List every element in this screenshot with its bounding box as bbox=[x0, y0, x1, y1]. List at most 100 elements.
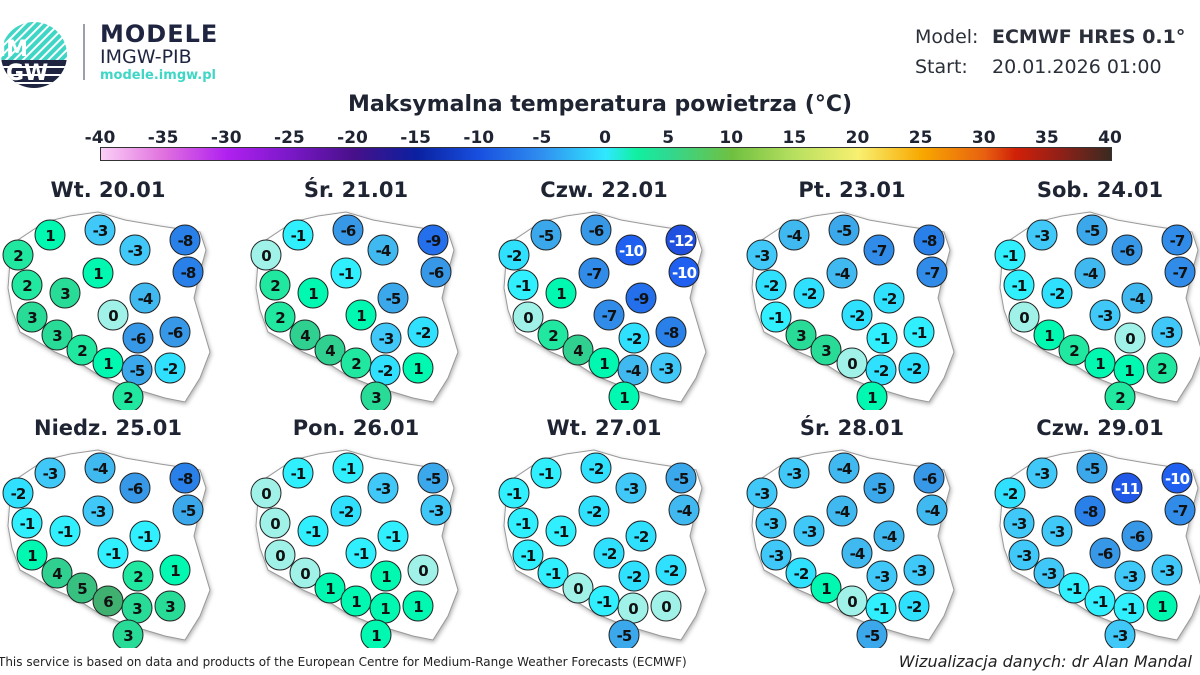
station-temperature: -5 bbox=[865, 627, 880, 645]
station-marker bbox=[562, 572, 594, 604]
station-marker bbox=[112, 381, 144, 410]
colorbar-tick-label: -30 bbox=[210, 128, 242, 148]
station-marker bbox=[122, 322, 154, 354]
station-temperature: -7 bbox=[587, 265, 602, 283]
day-title: Czw. 22.01 bbox=[540, 178, 668, 202]
colorbar-tick-label: 20 bbox=[845, 128, 870, 148]
day-title: Wt. 27.01 bbox=[546, 416, 662, 440]
colorbar-tick-label: 25 bbox=[908, 128, 933, 148]
station-marker bbox=[1084, 347, 1116, 379]
station-temperature: -12 bbox=[669, 232, 694, 250]
station-temperature: -2 bbox=[764, 277, 779, 295]
station-temperature: -3 bbox=[1160, 324, 1175, 342]
station-temperature: -3 bbox=[93, 222, 108, 240]
station-marker bbox=[1151, 554, 1183, 586]
station-temperature: 2 bbox=[13, 247, 23, 265]
station-marker bbox=[402, 352, 434, 384]
station-marker bbox=[873, 282, 905, 314]
station-temperature: -1 bbox=[341, 460, 356, 478]
station-temperature: -2 bbox=[589, 460, 604, 478]
station-marker bbox=[841, 299, 873, 331]
station-temperature: -4 bbox=[376, 242, 391, 260]
station-temperature: -2 bbox=[11, 485, 26, 503]
station-temperature: 1 bbox=[27, 547, 37, 565]
station-temperature: -3 bbox=[1160, 562, 1175, 580]
station-temperature: -4 bbox=[925, 502, 940, 520]
station-marker bbox=[537, 319, 569, 351]
station-marker bbox=[1104, 381, 1136, 410]
station-marker bbox=[297, 515, 329, 547]
station-temperature: 1 bbox=[170, 562, 180, 580]
station-marker bbox=[562, 334, 594, 366]
colorbar-tick-label: 40 bbox=[1098, 128, 1122, 148]
station-temperature: 1 bbox=[381, 568, 391, 586]
station-marker bbox=[778, 457, 810, 489]
station-temperature: -2 bbox=[907, 598, 922, 616]
station-temperature: -1 bbox=[20, 515, 35, 533]
station-temperature: -3 bbox=[1035, 227, 1050, 245]
station-marker bbox=[41, 557, 73, 589]
station-temperature: 0 bbox=[847, 355, 857, 373]
station-marker bbox=[340, 347, 372, 379]
station-temperature: -6 bbox=[1130, 528, 1145, 546]
station-temperature: -7 bbox=[1173, 264, 1188, 282]
station-temperature: -3 bbox=[1050, 523, 1065, 541]
station-temperature: -4 bbox=[787, 227, 802, 245]
station-marker bbox=[250, 477, 282, 509]
station-marker bbox=[370, 322, 402, 354]
station-marker bbox=[1008, 301, 1040, 333]
station-temperature: -11 bbox=[1115, 480, 1140, 498]
station-marker bbox=[159, 316, 191, 348]
station-marker bbox=[618, 322, 650, 354]
station-marker bbox=[122, 560, 154, 592]
station-marker bbox=[1161, 462, 1193, 494]
station-temperature: -1 bbox=[507, 485, 522, 503]
station-temperature: -1 bbox=[58, 523, 73, 541]
station-temperature: -8 bbox=[922, 232, 937, 250]
station-marker bbox=[314, 572, 346, 604]
station-marker bbox=[755, 507, 787, 539]
poland-map: -3 -4 -3 -5 -6 -4 -4 -3 -3 -4 -4 -3 -3 -3 -2 10 -1 -2 -5 bbox=[746, 449, 955, 648]
station-marker bbox=[417, 224, 449, 256]
station-temperature: 3 bbox=[52, 327, 62, 345]
station-marker bbox=[608, 381, 640, 410]
colorbar-tick-label: -25 bbox=[274, 128, 305, 148]
station-marker bbox=[370, 560, 402, 592]
station-temperature: 4 bbox=[325, 342, 335, 360]
station-marker bbox=[828, 452, 860, 484]
station-temperature: 4 bbox=[300, 327, 310, 345]
station-temperature: 2 bbox=[270, 277, 280, 295]
station-marker bbox=[863, 472, 895, 504]
station-marker bbox=[903, 316, 935, 348]
station-marker bbox=[650, 590, 682, 622]
station-temperature: 1 bbox=[1157, 598, 1167, 616]
station-marker bbox=[377, 520, 409, 552]
station-marker bbox=[1114, 322, 1146, 354]
visualization-credit: Wizualizacja danych: dr Alan Mandal bbox=[898, 652, 1192, 671]
station-temperature: -2 bbox=[1050, 285, 1065, 303]
station-temperature: -2 bbox=[627, 568, 642, 586]
station-marker bbox=[1074, 257, 1106, 289]
station-marker bbox=[1008, 539, 1040, 571]
station-marker bbox=[112, 619, 144, 648]
station-temperature: -2 bbox=[664, 562, 679, 580]
station-marker bbox=[407, 316, 439, 348]
start-value: 20.01.2026 01:00 bbox=[992, 56, 1162, 78]
station-marker bbox=[856, 381, 888, 410]
station-marker bbox=[1164, 494, 1196, 526]
station-temperature: 2 bbox=[275, 309, 285, 327]
station-temperature: -3 bbox=[769, 547, 784, 565]
station-temperature: -10 bbox=[619, 242, 644, 260]
station-temperature: 3 bbox=[371, 389, 381, 407]
station-temperature: -3 bbox=[802, 523, 817, 541]
poland-map: -3 -5-2 -11-10-7-8-3 -3 -6-6-3-3 -3-3-1-1 -1 1-… bbox=[994, 449, 1200, 648]
station-temperature: -1 bbox=[291, 465, 306, 483]
station-temperature: -4 bbox=[677, 502, 692, 520]
station-temperature: 2 bbox=[548, 327, 558, 345]
station-temperature: 1 bbox=[351, 593, 361, 611]
station-marker bbox=[1146, 590, 1178, 622]
station-temperature: -2 bbox=[874, 362, 889, 380]
station-temperature: -4 bbox=[1130, 290, 1145, 308]
imgw-logo-icon: IM GW bbox=[1, 22, 67, 88]
logo-url-link[interactable]: modele.imgw.pl bbox=[100, 68, 216, 83]
